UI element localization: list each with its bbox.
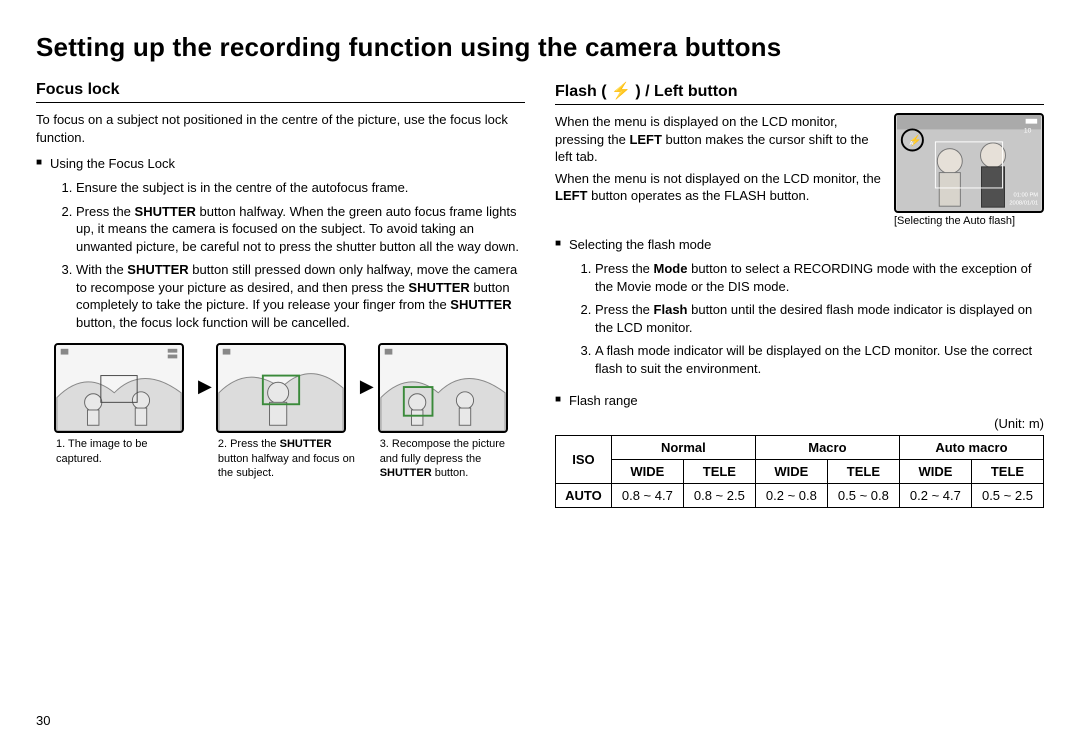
focus-lock-step-3: With the SHUTTER button still pressed do… — [76, 261, 525, 331]
illus-1: 1. The image to be captured. — [54, 343, 194, 466]
illus-3: 3. Recompose the picture and fully depre… — [378, 343, 518, 480]
arrow-1: ▶ — [198, 376, 212, 397]
cell-4: 0.2 ~ 4.7 — [899, 484, 971, 508]
svg-text:10: 10 — [1024, 127, 1032, 134]
flash-range-bullet: Flash range — [555, 393, 1044, 408]
right-column: Flash ( ⚡ ) / Left button When the menu … — [555, 81, 1044, 508]
th-macro: Macro — [755, 436, 899, 460]
th-wide-1: WIDE — [611, 460, 683, 484]
flash-intro-text: When the menu is displayed on the LCD mo… — [555, 113, 884, 227]
illus-2-cap: 2. Press the SHUTTER button halfway and … — [216, 437, 356, 480]
th-tele-1: TELE — [683, 460, 755, 484]
svg-text:01:00 PM: 01:00 PM — [1013, 193, 1038, 199]
flash-step-2: Press the Flash button until the desired… — [595, 301, 1044, 336]
cell-5: 0.5 ~ 2.5 — [971, 484, 1043, 508]
flash-thumb-img: ⚡ A 01:00 PM 2008/01/01 10 — [894, 113, 1044, 213]
cell-0: 0.8 ~ 4.7 — [611, 484, 683, 508]
focus-lock-step-2: Press the SHUTTER button halfway. When t… — [76, 203, 525, 256]
cell-2: 0.2 ~ 0.8 — [755, 484, 827, 508]
cell-3: 0.5 ~ 0.8 — [827, 484, 899, 508]
th-tele-2: TELE — [827, 460, 899, 484]
flash-range-table: ISO Normal Macro Auto macro WIDE TELE WI… — [555, 435, 1044, 508]
unit-label: (Unit: m) — [555, 416, 1044, 431]
svg-text:A: A — [909, 141, 913, 147]
illus-3-cap: 3. Recompose the picture and fully depre… — [378, 437, 518, 480]
page-title: Setting up the recording function using … — [36, 32, 1044, 63]
flash-step-3: A flash mode indicator will be displayed… — [595, 342, 1044, 377]
illus-1-img — [54, 343, 184, 433]
arrow-2: ▶ — [360, 376, 374, 397]
th-wide-3: WIDE — [899, 460, 971, 484]
illus-3-img — [378, 343, 508, 433]
th-normal: Normal — [611, 436, 755, 460]
th-tele-3: TELE — [971, 460, 1043, 484]
flash-steps: Press the Mode button to select a RECORD… — [555, 260, 1044, 377]
cell-1: 0.8 ~ 2.5 — [683, 484, 755, 508]
selecting-flash-bullet: Selecting the flash mode — [555, 237, 1044, 252]
th-wide-2: WIDE — [755, 460, 827, 484]
flash-thumb-cap: [Selecting the Auto flash] — [894, 215, 1044, 227]
flash-heading: Flash ( ⚡ ) / Left button — [555, 81, 1044, 105]
th-iso: ISO — [556, 436, 612, 484]
page-number: 30 — [36, 713, 50, 728]
illus-2-img — [216, 343, 346, 433]
th-auto: AUTO — [556, 484, 612, 508]
lightning-icon: ⚡ — [611, 81, 631, 101]
svg-text:2008/01/01: 2008/01/01 — [1009, 200, 1038, 206]
flash-thumb: ⚡ A 01:00 PM 2008/01/01 10 [Selecting th… — [894, 113, 1044, 227]
left-column: Focus lock To focus on a subject not pos… — [36, 81, 525, 508]
content-columns: Focus lock To focus on a subject not pos… — [36, 81, 1044, 508]
focus-lock-heading: Focus lock — [36, 81, 525, 103]
th-automacro: Auto macro — [899, 436, 1043, 460]
illus-2: 2. Press the SHUTTER button halfway and … — [216, 343, 356, 480]
focus-lock-step-1: Ensure the subject is in the centre of t… — [76, 179, 525, 197]
illus-1-cap: 1. The image to be captured. — [54, 437, 194, 466]
illustration-row: 1. The image to be captured. ▶ 2. Press … — [36, 343, 525, 480]
focus-lock-intro: To focus on a subject not positioned in … — [36, 111, 525, 146]
flash-intro-row: When the menu is displayed on the LCD mo… — [555, 113, 1044, 227]
focus-lock-steps: Ensure the subject is in the centre of t… — [36, 179, 525, 331]
flash-step-1: Press the Mode button to select a RECORD… — [595, 260, 1044, 295]
using-focus-lock-bullet: Using the Focus Lock — [36, 156, 525, 171]
